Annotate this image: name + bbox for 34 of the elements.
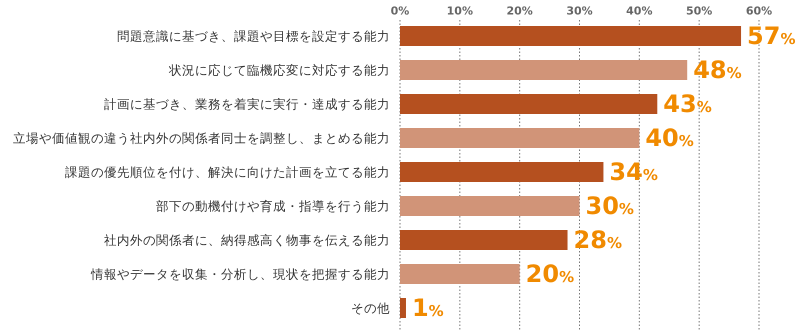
data-label: 34% (609, 158, 658, 186)
bar (400, 26, 742, 46)
x-tick-label: 0% (390, 4, 410, 18)
data-label: 20% (526, 260, 574, 288)
y-tick-label: 課題の優先順位を付け、解決に向けた計画を立てる能力 (65, 164, 390, 180)
y-tick-label: 計画に基づき、業務を着実に実行・達成する能力 (104, 96, 390, 112)
bar (400, 196, 580, 216)
x-tick-label: 10% (446, 4, 474, 18)
x-tick-label: 40% (626, 4, 653, 18)
y-tick-label: 立場や価値観の違う社内外の関係者同士を調整し、まとめる能力 (13, 130, 390, 146)
x-tick-label: 60% (746, 4, 772, 18)
y-tick-label: 状況に応じて臨機応変に対応する能力 (168, 62, 390, 78)
bar (400, 128, 640, 148)
y-tick-label: 社内外の関係者に、納得感高く物事を伝える能力 (104, 232, 390, 248)
x-tick-label: 20% (506, 4, 533, 18)
x-tick-label: 30% (566, 4, 593, 18)
y-tick-label: 情報やデータを収集・分析し、現状を把握する能力 (90, 266, 390, 282)
data-label: 1% (412, 294, 444, 322)
bar (400, 60, 688, 80)
bar (400, 298, 406, 318)
data-label: 57% (747, 22, 796, 50)
x-tick-label: 50% (686, 4, 712, 18)
bar (400, 264, 520, 284)
data-label: 43% (663, 90, 712, 118)
data-label: 28% (574, 226, 622, 254)
data-label: 48% (693, 56, 742, 84)
data-label: 40% (645, 124, 694, 152)
y-tick-label: 部下の動機付けや育成・指導を行う能力 (156, 198, 390, 214)
bar (400, 94, 658, 114)
y-tick-label: その他 (351, 300, 390, 316)
bar (400, 162, 604, 182)
bar (400, 230, 568, 250)
y-tick-label: 問題意識に基づき、課題や目標を設定する能力 (117, 28, 390, 44)
data-label: 30% (586, 192, 634, 220)
